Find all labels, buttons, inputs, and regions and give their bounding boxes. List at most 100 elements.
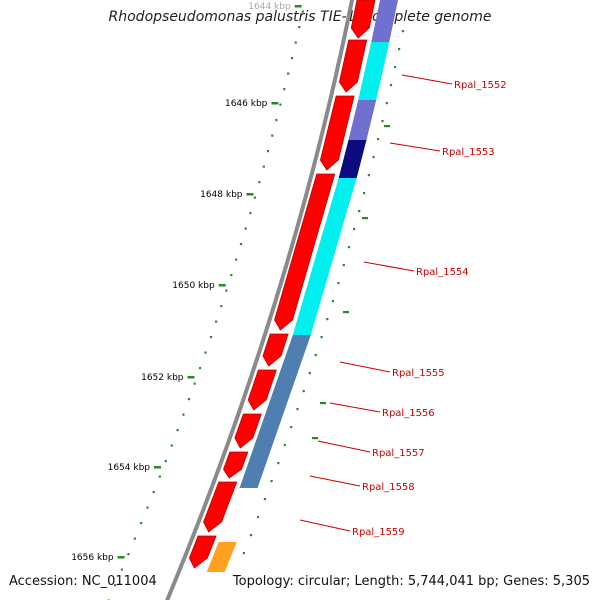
gene-leader-line — [329, 402, 381, 413]
forward-gene-arrow — [262, 333, 289, 367]
scale-major-tick — [187, 376, 195, 379]
feature-minor-tick — [302, 390, 305, 393]
feature-minor-tick — [314, 354, 317, 357]
feature-minor-tick — [389, 84, 393, 87]
gene-label: Rpal_1558 — [362, 482, 415, 493]
feature-major-tick — [384, 125, 390, 128]
scale-minor-tick — [249, 212, 252, 215]
scale-minor-tick — [244, 227, 247, 230]
forward-gene-arrow — [234, 413, 262, 449]
feature-minor-tick — [242, 552, 245, 555]
scale-minor-tick — [127, 553, 130, 556]
scale-label: 1652 kbp — [141, 373, 184, 383]
forward-gene-arrow — [188, 535, 217, 569]
scale-minor-tick — [187, 398, 191, 401]
scale-minor-tick — [204, 351, 207, 354]
gene-label: Rpal_1553 — [442, 147, 495, 158]
feature-minor-tick — [277, 462, 280, 465]
scale-minor-tick — [239, 243, 243, 246]
scale-minor-tick — [283, 88, 286, 91]
scale-minor-tick — [271, 134, 274, 137]
scale-minor-tick — [290, 57, 294, 60]
gene-leader-line — [401, 74, 453, 85]
scale-minor-tick — [140, 522, 143, 525]
gene-label: Rpal_1555 — [392, 368, 445, 379]
feature-minor-tick — [363, 192, 366, 195]
feature-minor-tick — [290, 426, 293, 429]
cog-feature-block — [348, 100, 377, 140]
scale-minor-tick — [170, 444, 173, 447]
scale-minor-tick — [294, 41, 297, 44]
cog-feature-block — [338, 140, 367, 178]
cog-feature-block — [239, 335, 311, 488]
feature-minor-tick — [342, 264, 345, 267]
feature-minor-tick — [296, 408, 299, 411]
feature-minor-tick — [394, 66, 397, 69]
map-title: Rhodopseudomonas palustris TIE-1, comple… — [108, 9, 492, 25]
feature-minor-tick — [398, 48, 401, 51]
scale-minor-tick — [120, 568, 123, 571]
gene-leader-line — [389, 142, 441, 152]
scale-minor-tick — [253, 196, 256, 199]
scale-minor-tick — [220, 305, 223, 308]
scale-label: 1644 kbp — [248, 2, 291, 12]
scale-minor-tick — [258, 181, 261, 184]
scale-minor-tick — [133, 537, 136, 540]
gene-label: Rpal_1557 — [372, 448, 425, 459]
scale-major-tick — [294, 5, 302, 8]
forward-gene-arrow — [338, 39, 368, 93]
feature-minor-tick — [270, 480, 273, 483]
scale-minor-tick — [176, 429, 179, 432]
scale-minor-tick — [209, 336, 212, 339]
feature-minor-tick — [372, 156, 375, 159]
scale-label: 1656 kbp — [71, 553, 114, 563]
scale-major-tick — [246, 193, 254, 196]
accession-label: Accession: NC_011004 — [9, 574, 157, 589]
gene-label: Rpal_1556 — [382, 408, 435, 419]
forward-gene-arrow — [247, 369, 277, 411]
gene-label: Rpal_1554 — [416, 267, 469, 278]
scale-minor-tick — [287, 72, 290, 75]
scale-minor-tick — [158, 475, 161, 478]
forward-gene-arrow — [274, 173, 336, 331]
forward-gene-arrow — [223, 451, 249, 479]
gene-label: Rpal_1559 — [352, 527, 405, 538]
scale-minor-tick — [114, 584, 117, 587]
gene-leader-line — [317, 440, 371, 453]
scale-minor-tick — [193, 382, 196, 385]
feature-major-tick — [320, 402, 326, 405]
cog-feature-block — [371, 0, 398, 42]
feature-major-tick — [343, 311, 349, 314]
feature-minor-tick — [401, 30, 404, 33]
feature-minor-tick — [337, 282, 340, 285]
genome-stats-text: Topology: circular; Length: 5,744,041 bp… — [232, 574, 590, 589]
forward-gene-arrow — [319, 95, 355, 171]
scale-major-tick — [271, 102, 279, 105]
scale-minor-tick — [262, 165, 265, 168]
gene-label: Rpal_1552 — [454, 80, 507, 91]
feature-minor-tick — [347, 246, 351, 249]
feature-minor-tick — [331, 300, 334, 303]
forward-gene-arrow — [203, 481, 238, 533]
scale-label: 1650 kbp — [172, 281, 215, 291]
scale-minor-tick — [152, 491, 155, 494]
feature-minor-tick — [320, 336, 323, 339]
feature-minor-tick — [358, 210, 361, 213]
cog-feature-block — [206, 542, 237, 572]
feature-minor-tick — [367, 174, 370, 177]
gene-leader-line — [299, 519, 351, 532]
scale-minor-tick — [225, 289, 228, 292]
feature-minor-tick — [353, 228, 356, 231]
genome-stats-label: Topology: circular; Length: 5,744,041 bp… — [233, 574, 590, 589]
feature-major-tick — [312, 437, 318, 440]
feature-minor-tick — [308, 372, 311, 375]
scale-minor-tick — [266, 150, 270, 153]
cog-feature-block — [292, 178, 357, 335]
forward-gene-arrow — [350, 0, 376, 39]
scale-label: 1648 kbp — [200, 190, 243, 200]
scale-label: 1646 kbp — [225, 99, 268, 109]
feature-minor-tick — [256, 516, 260, 519]
scale-minor-tick — [230, 274, 233, 277]
scale-minor-tick — [146, 506, 149, 509]
